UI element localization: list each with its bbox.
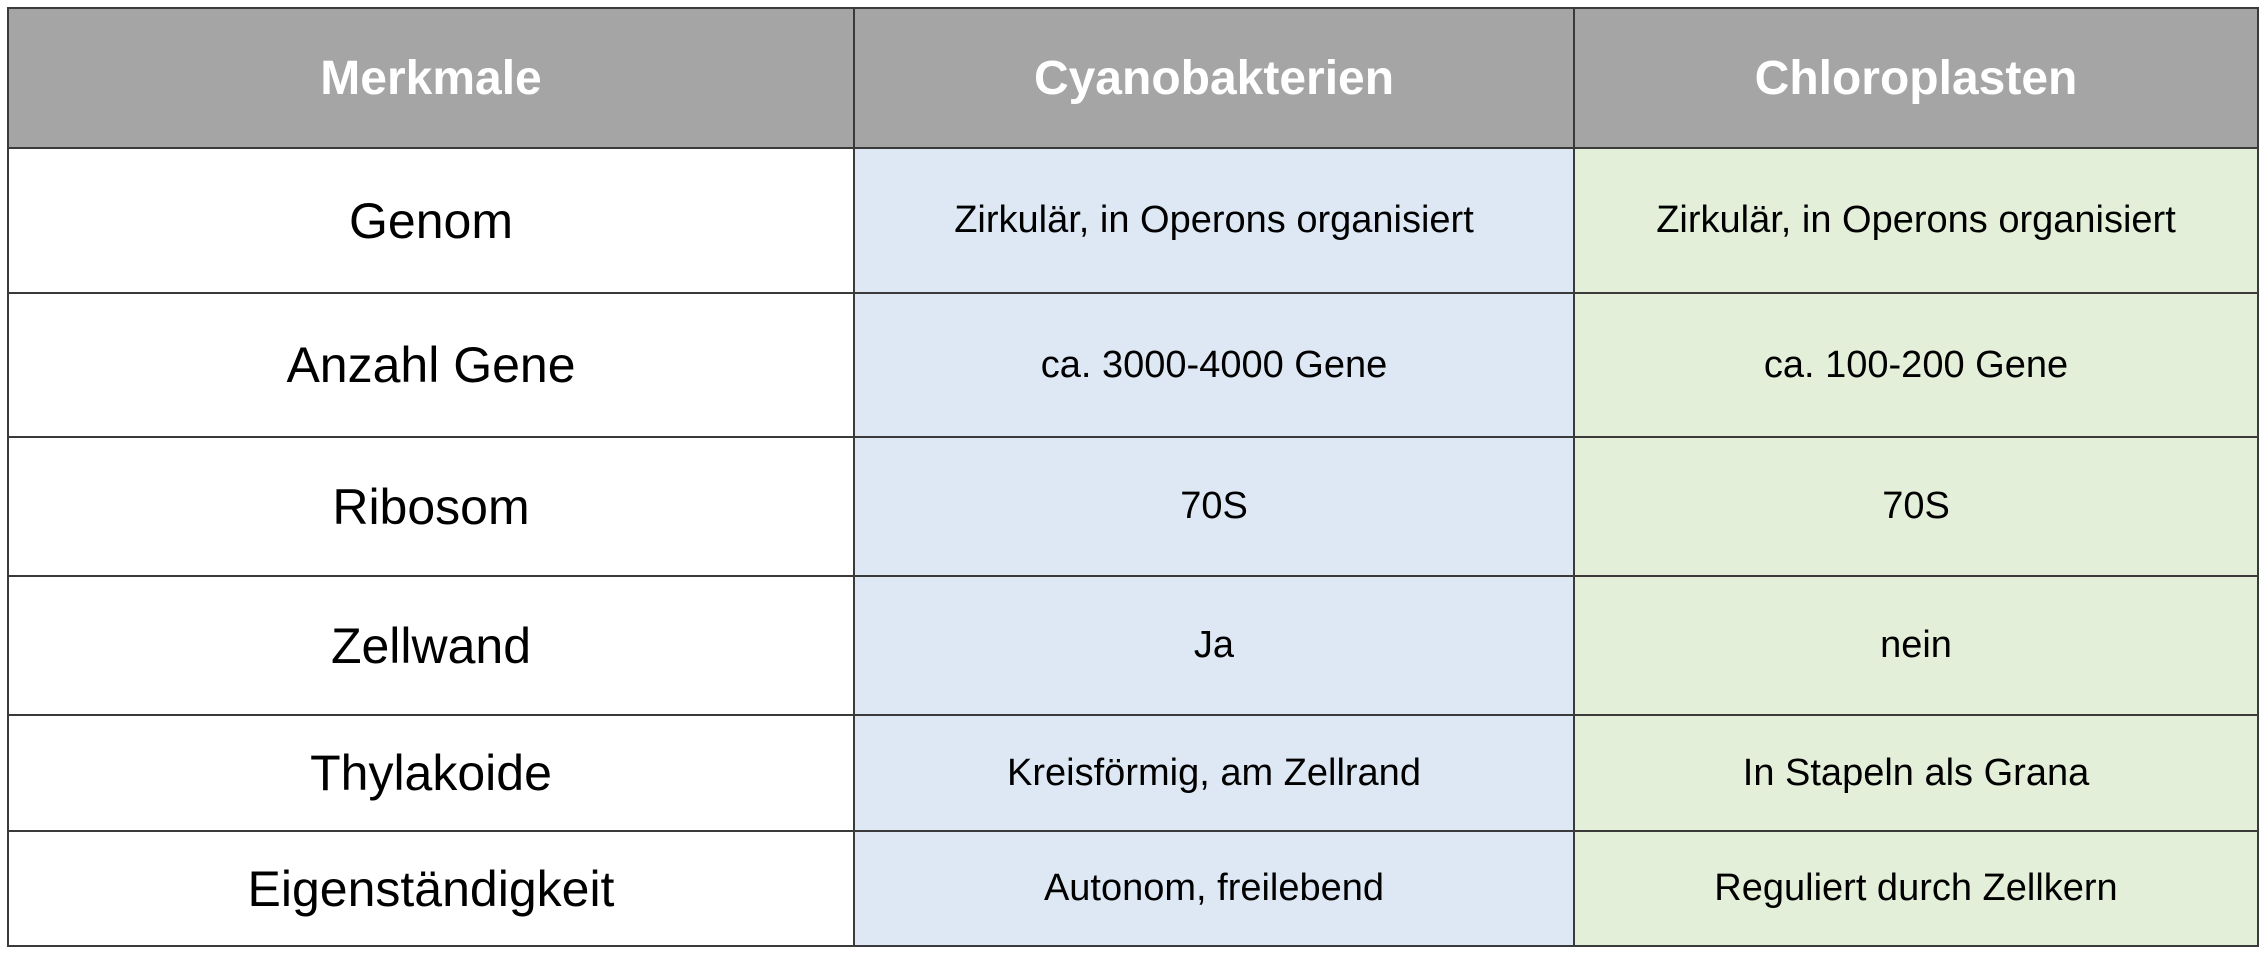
header-cyanobakterien: Cyanobakterien — [853, 7, 1575, 149]
cyanobakterien-cell: 70S — [853, 436, 1575, 577]
cyanobakterien-cell: Zirkulär, in Operons organisiert — [853, 147, 1575, 294]
feature-cell: Ribosom — [7, 436, 855, 577]
header-merkmale: Merkmale — [7, 7, 855, 149]
cyanobakterien-cell: ca. 3000-4000 Gene — [853, 292, 1575, 438]
cyanobakterien-cell: Kreisförmig, am Zellrand — [853, 714, 1575, 832]
table-row: Ribosom 70S 70S — [7, 436, 2259, 577]
chloroplasten-cell: 70S — [1573, 436, 2259, 577]
chloroplasten-cell: Zirkulär, in Operons organisiert — [1573, 147, 2259, 294]
table-row: Zellwand Ja nein — [7, 575, 2259, 716]
table-row: Anzahl Gene ca. 3000-4000 Gene ca. 100-2… — [7, 292, 2259, 438]
comparison-table-container: Merkmale Cyanobakterien Chloroplasten Ge… — [7, 7, 2259, 947]
cyanobakterien-cell: Autonom, freilebend — [853, 830, 1575, 947]
feature-cell: Thylakoide — [7, 714, 855, 832]
cyanobakterien-cell: Ja — [853, 575, 1575, 716]
chloroplasten-cell: In Stapeln als Grana — [1573, 714, 2259, 832]
feature-cell: Anzahl Gene — [7, 292, 855, 438]
table-row: Thylakoide Kreisförmig, am Zellrand In S… — [7, 714, 2259, 832]
header-row: Merkmale Cyanobakterien Chloroplasten — [7, 7, 2259, 149]
chloroplasten-cell: ca. 100-200 Gene — [1573, 292, 2259, 438]
feature-cell: Eigenständigkeit — [7, 830, 855, 947]
chloroplasten-cell: nein — [1573, 575, 2259, 716]
comparison-table: Merkmale Cyanobakterien Chloroplasten Ge… — [7, 7, 2259, 947]
table-row: Eigenständigkeit Autonom, freilebend Reg… — [7, 830, 2259, 947]
table-row: Genom Zirkulär, in Operons organisiert Z… — [7, 147, 2259, 294]
feature-cell: Genom — [7, 147, 855, 294]
header-chloroplasten: Chloroplasten — [1573, 7, 2259, 149]
feature-cell: Zellwand — [7, 575, 855, 716]
chloroplasten-cell: Reguliert durch Zellkern — [1573, 830, 2259, 947]
